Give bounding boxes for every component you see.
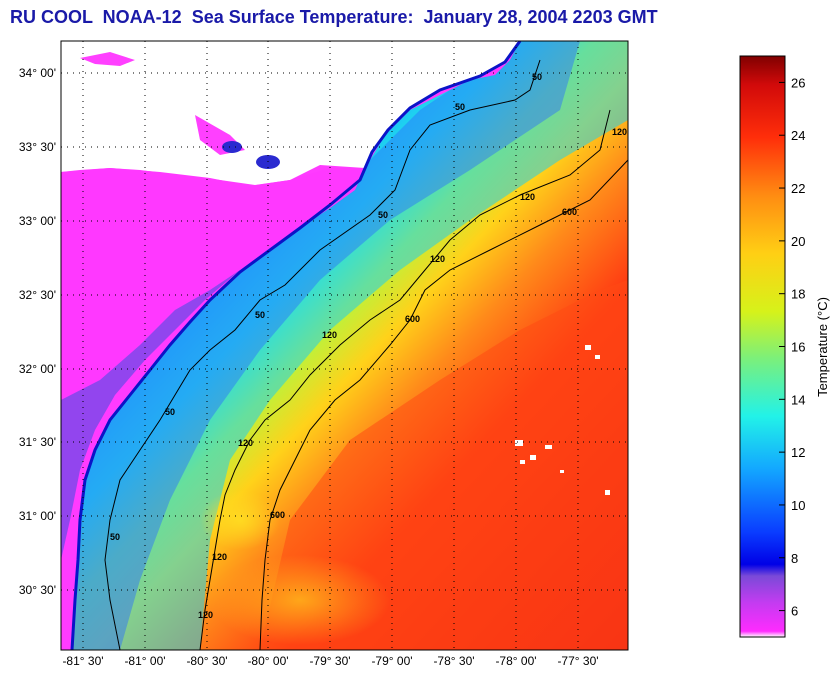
colorbar-scale bbox=[739, 55, 786, 638]
lon-label: -78° 30' bbox=[433, 654, 474, 668]
contour-label: 120 bbox=[322, 330, 337, 340]
colorbar-tick-label: 6 bbox=[791, 604, 798, 619]
contour-label: 50 bbox=[165, 407, 175, 417]
lat-label: 33° 00' bbox=[19, 214, 56, 228]
lon-label: -80° 30' bbox=[186, 654, 227, 668]
cloud-blob-1 bbox=[80, 52, 135, 66]
coastline bbox=[70, 41, 522, 650]
lat-label: 34° 00' bbox=[19, 66, 56, 80]
contour-label: 600 bbox=[562, 207, 577, 217]
lon-label: -79° 00' bbox=[371, 654, 412, 668]
contour-label: 50 bbox=[378, 210, 388, 220]
contour-label: 50 bbox=[255, 310, 265, 320]
colorbar-tick-label: 18 bbox=[791, 287, 805, 302]
land-magenta bbox=[61, 168, 365, 430]
colorbar-tick-label: 20 bbox=[791, 234, 805, 249]
colorbar-tick-label: 8 bbox=[791, 551, 798, 566]
lon-label: -81° 00' bbox=[124, 654, 165, 668]
lon-label: -79° 30' bbox=[309, 654, 350, 668]
lon-label: -80° 00' bbox=[247, 654, 288, 668]
colorbar-tick-label: 14 bbox=[791, 392, 805, 407]
contour-label: 600 bbox=[270, 510, 285, 520]
lon-label: -78° 00' bbox=[495, 654, 536, 668]
colorbar-tick-label: 26 bbox=[791, 75, 805, 90]
longitude-labels: -81° 30' -81° 00' -80° 30' -80° 00' -79°… bbox=[62, 654, 598, 668]
coastal-marsh bbox=[61, 270, 240, 560]
lat-label: 32° 00' bbox=[19, 362, 56, 376]
lake-1 bbox=[222, 141, 242, 153]
contour-label: 120 bbox=[430, 254, 445, 264]
lon-label: -77° 30' bbox=[557, 654, 598, 668]
isobath-120 bbox=[199, 109, 611, 650]
lat-label: 31° 30' bbox=[19, 435, 56, 449]
colorbar: 6 8 10 12 14 16 18 20 22 24 26 Temperature (°C) bbox=[739, 55, 830, 638]
latitude-labels: 34° 00' 33° 30' 33° 00' 32° 30' 32° 00' … bbox=[19, 66, 56, 597]
map-frame bbox=[60, 40, 629, 651]
contour-label: 600 bbox=[405, 314, 420, 324]
cloud-speckles bbox=[515, 345, 610, 495]
contour-label: 120 bbox=[238, 438, 253, 448]
lon-label: -81° 30' bbox=[62, 654, 103, 668]
contour-label: 120 bbox=[612, 127, 627, 137]
cool-filament bbox=[200, 490, 280, 550]
shelf-cool-band bbox=[61, 41, 628, 650]
land-clear bbox=[61, 41, 520, 185]
colorbar-tick-label: 22 bbox=[791, 181, 805, 196]
contour-label: 50 bbox=[110, 532, 120, 542]
sst-image: 50 50 50 50 50 50 120 120 120 120 120 12… bbox=[61, 41, 628, 650]
colorbar-tick-label: 16 bbox=[791, 340, 805, 355]
colorbar-tick-label: 12 bbox=[791, 445, 805, 460]
colorbar-ticks: 6 8 10 12 14 16 18 20 22 24 26 bbox=[779, 75, 805, 619]
contour-label: 120 bbox=[212, 552, 227, 562]
lat-label: 31° 00' bbox=[19, 509, 56, 523]
lat-label: 30° 30' bbox=[19, 583, 56, 597]
contour-label: 120 bbox=[520, 192, 535, 202]
contour-label: 50 bbox=[532, 72, 542, 82]
contour-label: 120 bbox=[198, 610, 213, 620]
lat-label: 32° 30' bbox=[19, 288, 56, 302]
colorbar-tick-label: 24 bbox=[791, 128, 805, 143]
colorbar-title: Temperature (°C) bbox=[815, 297, 830, 397]
isobath-50 bbox=[104, 59, 541, 650]
page-title: RU COOL NOAA-12 Sea Surface Temperature:… bbox=[10, 7, 658, 27]
contour-labels: 50 50 50 50 50 50 120 120 120 120 120 12… bbox=[110, 72, 627, 620]
warm-eddy bbox=[210, 555, 390, 645]
contour-label: 50 bbox=[455, 102, 465, 112]
colorbar-tick-label: 10 bbox=[791, 498, 805, 513]
gulf-stream-core bbox=[260, 280, 628, 650]
lat-label: 33° 30' bbox=[19, 140, 56, 154]
